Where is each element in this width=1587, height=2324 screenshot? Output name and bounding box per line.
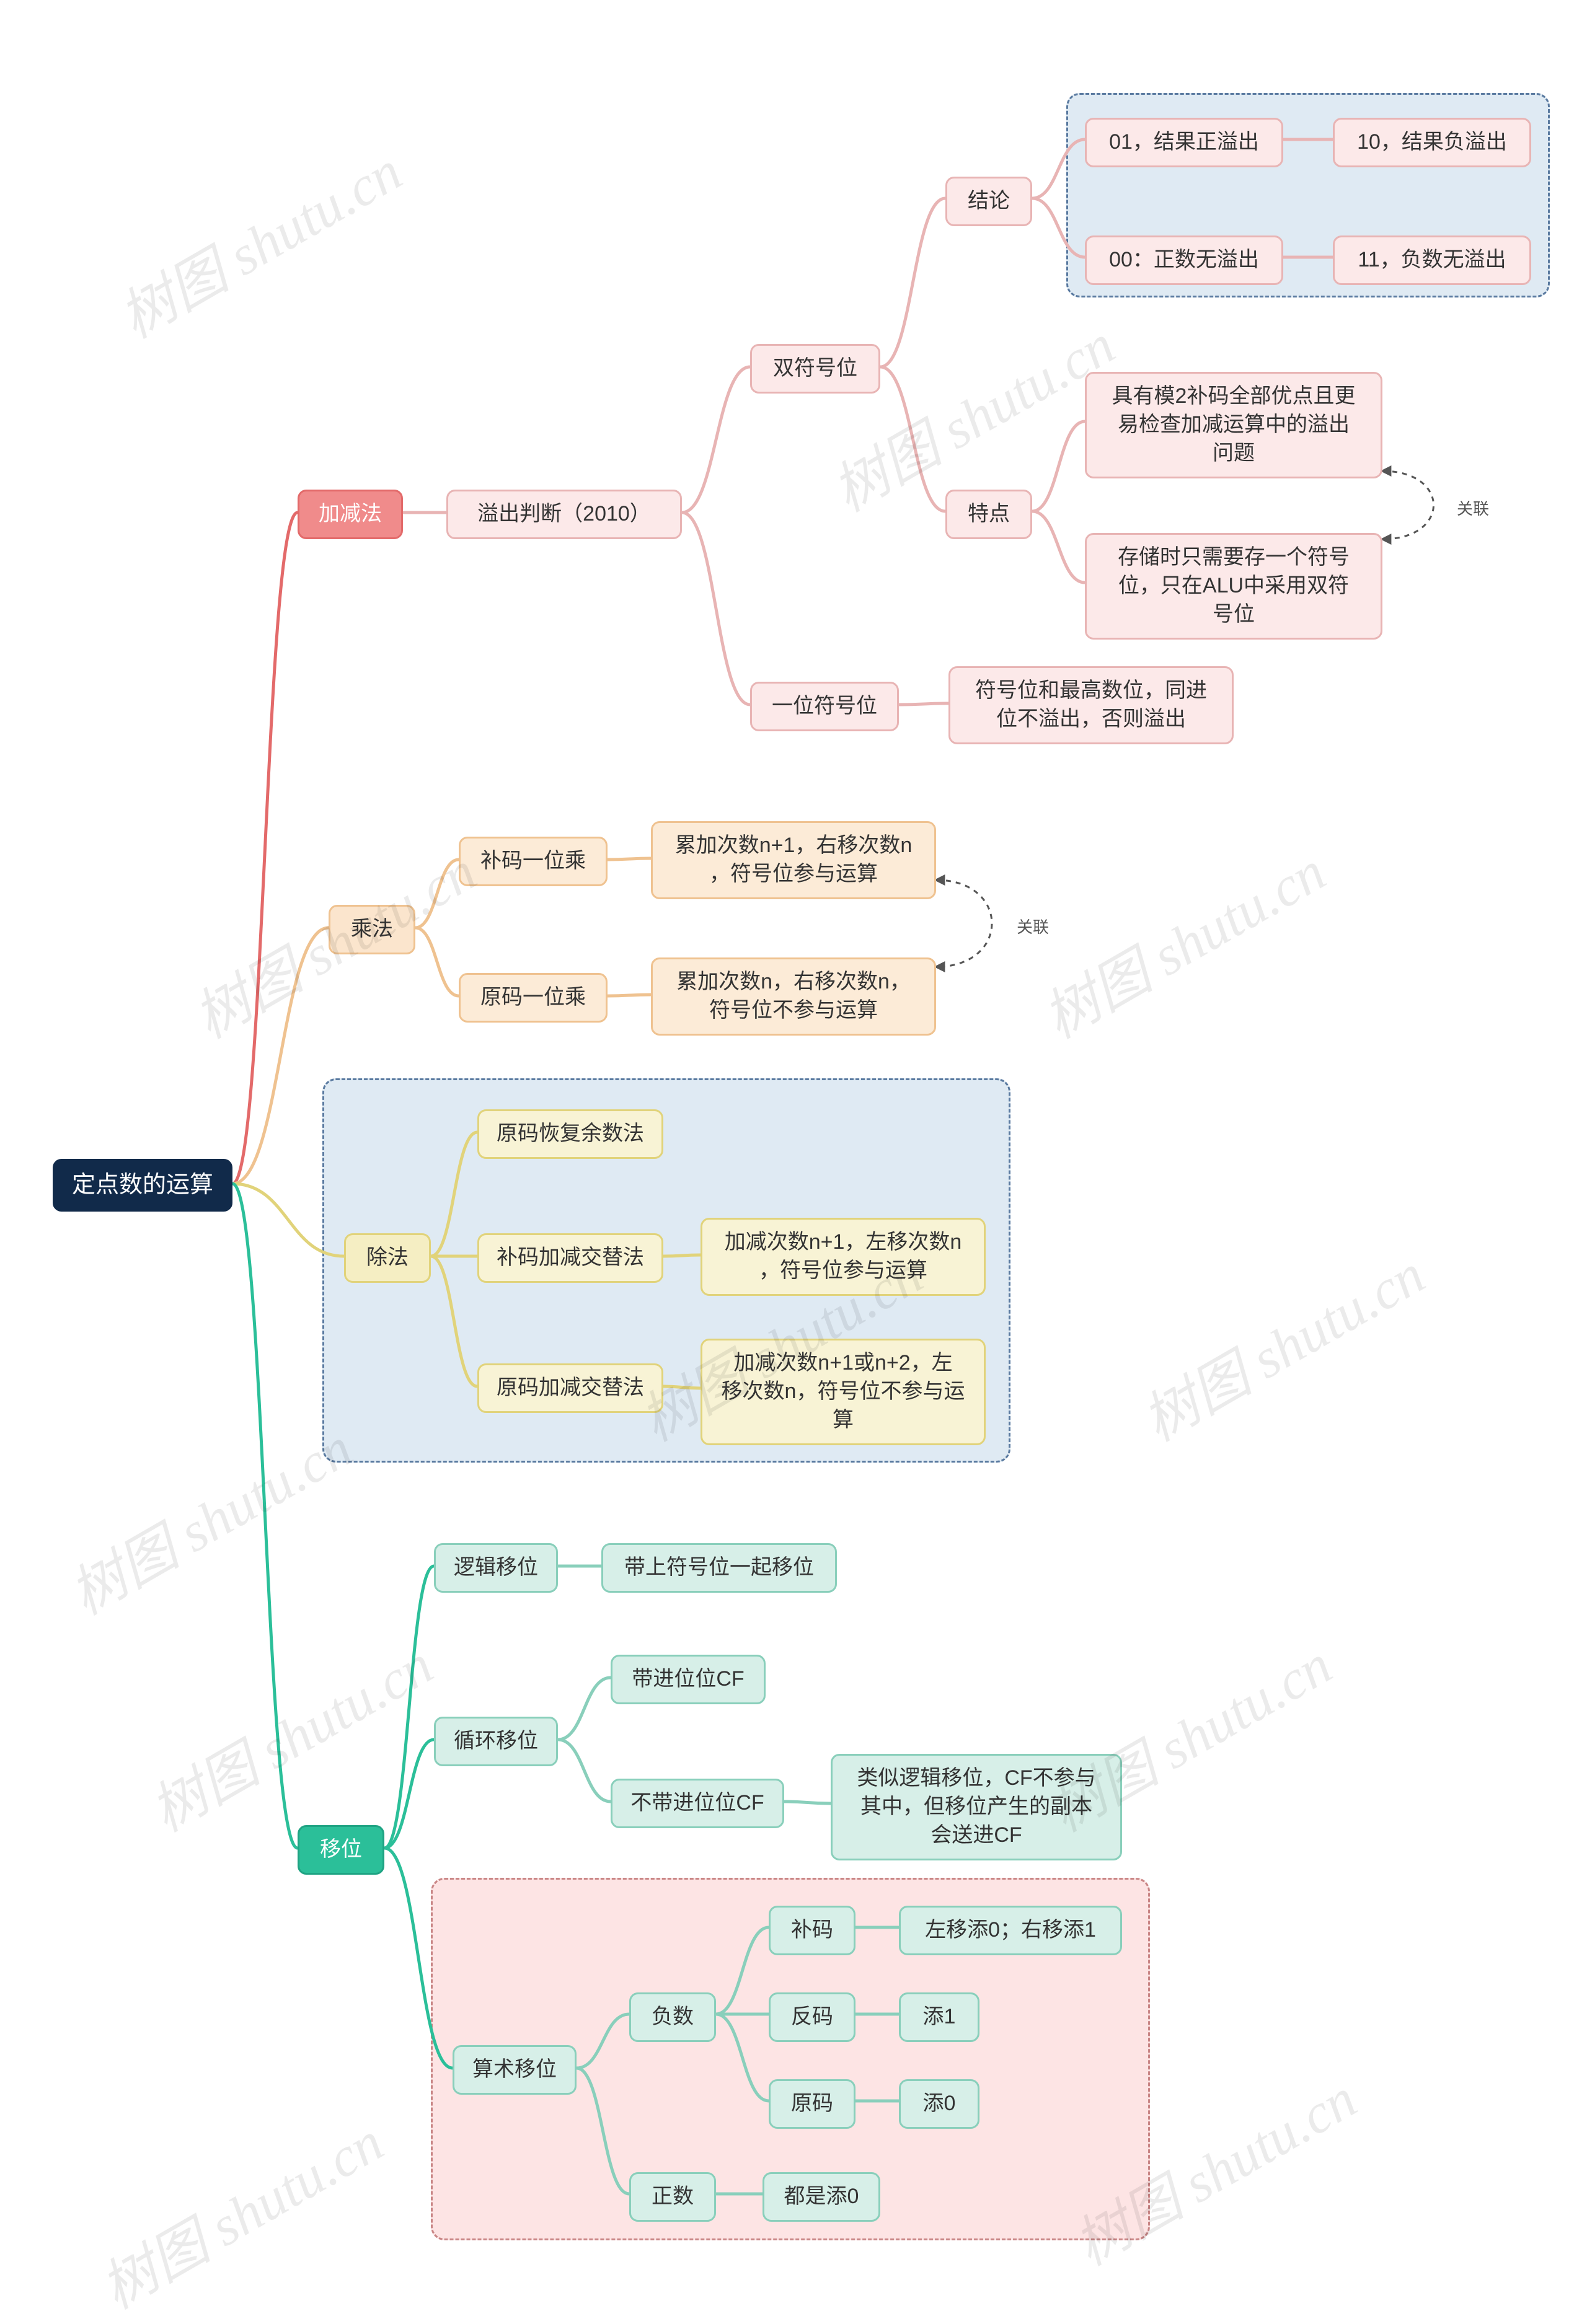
node-div_c_d: 加减次数n+1或n+2，左 移次数n，符号位不参与运 算 (701, 1339, 986, 1445)
edge (232, 1184, 298, 1848)
node-arith: 算术移位 (453, 2045, 577, 2095)
diagram-canvas: 定点数的运算 加减法溢出判断（2010） 双符号位 结论 01，结果正溢出 10，结果负溢… (0, 0, 1587, 2313)
watermark: 树图 shutu.cn (1125, 1230, 1436, 1456)
node-feat_a: 具有模2补码全部优点且更 易检查加减运算中的溢出 问题 (1085, 372, 1382, 478)
node-concl_c: 00：正数无溢出 (1085, 235, 1283, 285)
node-neg_yuan_d: 添0 (899, 2079, 979, 2129)
watermark: 树图 shutu.cn (133, 1621, 444, 1847)
edge (415, 928, 459, 996)
node-logic_d: 带上符号位一起移位 (601, 1543, 837, 1593)
edge (232, 513, 298, 1184)
edge (899, 703, 948, 705)
node-cyc_cf: 带进位位CF (611, 1655, 766, 1704)
node-pos: 正数 (629, 2172, 716, 2222)
edge (1032, 511, 1085, 583)
edge (880, 198, 945, 367)
node-div_b_d: 加减次数n+1，左移次数n ，符号位参与运算 (701, 1218, 986, 1296)
node-ssign_desc: 符号位和最高数位，同进 位不溢出，否则溢出 (948, 666, 1234, 744)
edge (608, 995, 651, 996)
node-div_a: 原码恢复余数法 (477, 1109, 663, 1159)
node-concl_b: 10，结果负溢出 (1333, 118, 1531, 167)
node-logic_shift: 逻辑移位 (434, 1543, 558, 1593)
watermark: 树图 shutu.cn (53, 1404, 364, 1630)
node-mul_bu_d: 累加次数n+1，右移次数n ，符号位参与运算 (651, 821, 936, 899)
node-cyc_ncf_d: 类似逻辑移位，CF不参与 其中，但移位产生的副本 会送进CF (831, 1754, 1122, 1860)
node-overflow: 溢出判断（2010） (446, 490, 682, 539)
node-mul_yuan: 原码一位乘 (459, 973, 608, 1023)
node-feat_b: 存储时只需要存一个符号 位，只在ALU中采用双符 号位 (1085, 533, 1382, 640)
edge (558, 1678, 611, 1740)
relation-label: 关联 (1457, 496, 1489, 519)
node-div: 除法 (344, 1233, 431, 1283)
node-pos_d: 都是添0 (763, 2172, 880, 2222)
edge (384, 1740, 434, 1848)
node-mul: 乘法 (329, 905, 415, 954)
node-ssign: 一位符号位 (750, 682, 899, 731)
node-neg_fan: 反码 (769, 1992, 855, 2042)
node-div_b: 补码加减交替法 (477, 1233, 663, 1283)
node-neg_bu: 补码 (769, 1906, 855, 1955)
edge (1032, 421, 1085, 511)
node-cyc: 循环移位 (434, 1717, 558, 1766)
node-addsub: 加减法 (298, 490, 403, 539)
node-root: 定点数的运算 (53, 1159, 232, 1212)
relation-label: 关联 (1017, 915, 1049, 938)
node-concl_a: 01，结果正溢出 (1085, 118, 1283, 167)
node-shift: 移位 (298, 1825, 384, 1875)
edge (784, 1802, 831, 1803)
edge (682, 513, 750, 705)
edge (682, 367, 750, 513)
watermark: 树图 shutu.cn (102, 127, 413, 353)
node-neg_fan_d: 添1 (899, 1992, 979, 2042)
node-dsign: 双符号位 (750, 344, 880, 394)
node-neg_bu_d: 左移添0；右移添1 (899, 1906, 1122, 1955)
node-neg_yuan: 原码 (769, 2079, 855, 2129)
node-concl_d: 11，负数无溢出 (1333, 235, 1531, 285)
node-mul_bu: 补码一位乘 (459, 837, 608, 886)
edge (232, 928, 329, 1184)
edge (558, 1740, 611, 1802)
node-mul_yuan_d: 累加次数n，右移次数n， 符号位不参与运算 (651, 957, 936, 1036)
relation-arc (936, 880, 992, 967)
edge (384, 1566, 434, 1848)
node-cyc_ncf: 不带进位位CF (611, 1779, 784, 1828)
node-dsign_concl: 结论 (945, 177, 1032, 226)
relation-arc (1382, 471, 1434, 539)
edge (608, 858, 651, 860)
edge (880, 367, 945, 511)
node-div_c: 原码加减交替法 (477, 1363, 663, 1413)
edge (415, 860, 459, 928)
watermark: 树图 shutu.cn (84, 2098, 395, 2324)
node-dsign_feat: 特点 (945, 490, 1032, 539)
watermark: 树图 shutu.cn (1026, 827, 1337, 1054)
node-neg: 负数 (629, 1992, 716, 2042)
